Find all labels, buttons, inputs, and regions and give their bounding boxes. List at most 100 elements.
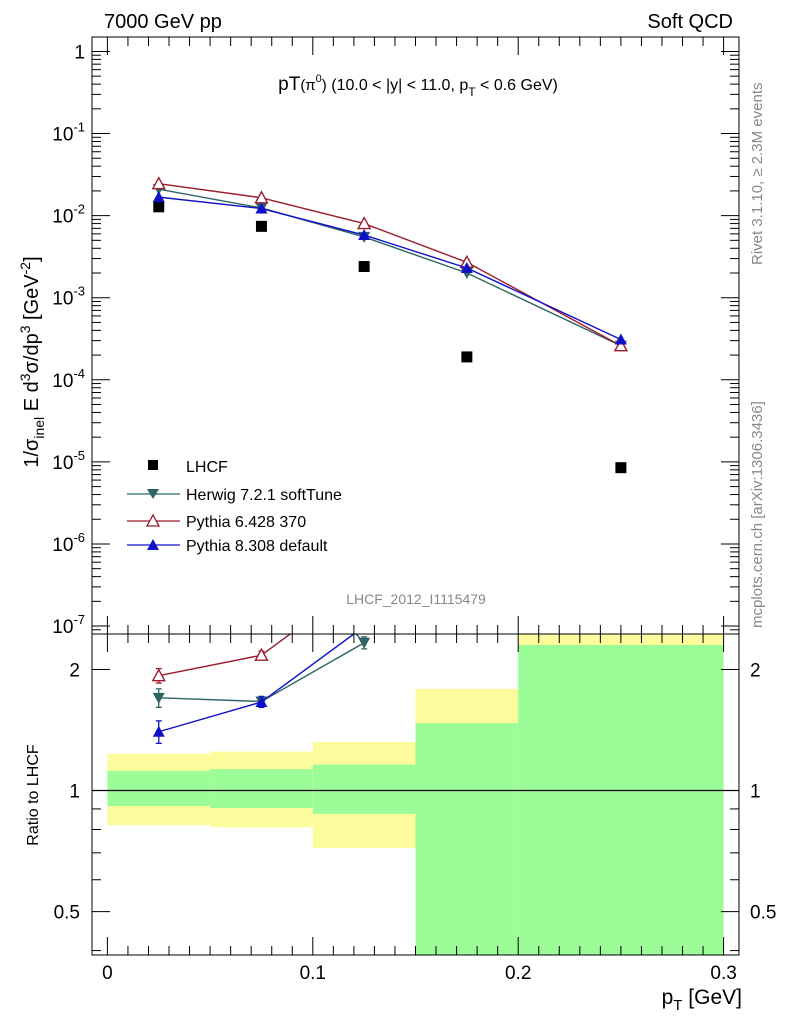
point-lhcf	[461, 351, 473, 363]
main-ytick-label: 10-2	[52, 202, 85, 228]
legend-lhcf-marker	[148, 460, 158, 470]
xlabel-unit: [GeV]	[682, 986, 742, 1009]
point-pythia-6-428-370	[356, 216, 372, 230]
band-green	[312, 764, 416, 814]
legend-pythia8-marker	[147, 539, 159, 550]
main-title: pT(π0) (10.0 < |y| < 11.0, pT < 0.6 GeV)	[278, 73, 558, 99]
main-title-particle: (π	[300, 77, 315, 94]
main-ytick-labels: 1 10-1 10-2 10-3 10-4 10-5 10-6 10-7	[52, 42, 85, 638]
xtick-label: 0.1	[300, 963, 326, 984]
ratio-point-herwig-7-2-1-softtune	[358, 637, 371, 649]
ylabel-p3: E d	[21, 381, 43, 417]
mcplots-label: mcplots.cern.ch [arXiv:1306.3436]	[749, 401, 766, 628]
main-ticks	[92, 37, 739, 635]
ratio-panel: 0.5 0.5 1 1 2 2 0 0.1 0.2 0.3 Ratio to LHCF pT [G…	[25, 633, 777, 1014]
point-pythia-6-428-370	[151, 176, 166, 190]
legend-entry-pythia8: Pythia 8.308 default	[127, 538, 328, 555]
point-lhcf	[255, 220, 267, 232]
main-ytick-label: 10-4	[52, 366, 85, 392]
main-ytick-label: 10-7	[52, 612, 85, 638]
ylabel-p9: ]	[21, 256, 43, 262]
ratio-line-pythia-8-308-default	[158, 633, 355, 733]
legend-herwig-label: Herwig 7.2.1 softTune	[186, 487, 342, 504]
xtick-label: 0.2	[505, 963, 531, 984]
main-title-particle-close: )	[322, 77, 327, 94]
band-green	[518, 645, 724, 955]
analysis-id: LHCF_2012_I1115479	[346, 591, 486, 607]
legend-herwig-marker	[147, 489, 159, 499]
legend-lhcf-label: LHCF	[186, 459, 228, 476]
main-ytick-label: 10-1	[52, 120, 85, 146]
xtick-label: 0.3	[710, 963, 736, 984]
series-line-herwig-7-2-1-softtune	[158, 188, 622, 347]
main-panel: pT(π0) (10.0 < |y| < 11.0, pT < 0.6 GeV)…	[17, 36, 740, 638]
legend-pythia6-marker	[145, 513, 161, 527]
band-green	[107, 770, 211, 807]
ylabel-p1: 1/σ	[21, 438, 43, 468]
main-ytick-label: 10-3	[52, 284, 85, 310]
main-title-main: pT	[278, 74, 301, 95]
main-ytick-label: 10-6	[52, 530, 85, 556]
point-pythia-8-308-default	[460, 262, 473, 274]
ratio-frame	[91, 633, 740, 956]
legend-pythia8-label: Pythia 8.308 default	[186, 538, 328, 555]
band-green	[415, 723, 519, 955]
ratio-ytick-label-left: 1	[69, 782, 80, 803]
ratio-point-pythia-8-308-default	[152, 725, 165, 737]
main-ytick-label: 10-5	[52, 448, 85, 474]
ylabel-p2: inel	[31, 417, 47, 439]
xlabel-main: p	[662, 986, 674, 1009]
legend-entry-lhcf: LHCF	[148, 459, 228, 476]
legend-entry-herwig: Herwig 7.2.1 softTune	[127, 487, 342, 504]
ratio-ytick-label-left: 0.5	[54, 903, 80, 924]
ylabel-p4: 3	[17, 373, 33, 381]
series-line-pythia-8-308-default	[158, 196, 622, 341]
xlabel-sub: T	[673, 997, 682, 1014]
main-title-cuts-b: < 0.6 GeV)	[476, 77, 558, 94]
point-pythia-8-308-default	[152, 191, 165, 203]
main-series	[151, 176, 629, 474]
point-pythia-8-308-default	[614, 333, 627, 345]
point-pythia-8-308-default	[255, 202, 268, 214]
ratio-ytick-label-left: 2	[69, 660, 80, 681]
header-right: Soft QCD	[647, 11, 733, 33]
ratio-point-pythia-6-428-370	[254, 647, 269, 661]
point-lhcf	[615, 462, 627, 474]
ylabel-p8: -2	[17, 262, 33, 275]
ratio-xlabel: pT [GeV]	[662, 986, 742, 1014]
legend: LHCF Herwig 7.2.1 softTune Pythia 6.428 …	[127, 459, 342, 555]
main-title-particle-sup: 0	[316, 73, 322, 85]
ylabel-p7: [GeV	[21, 274, 43, 326]
band-green	[210, 769, 313, 808]
main-ylabel: 1/σinel E d3σ/dp3 [GeV-2]	[17, 256, 47, 467]
ratio-ticks	[92, 634, 739, 955]
point-lhcf	[358, 260, 370, 272]
ratio-series	[151, 633, 371, 745]
ratio-ytick-label-right: 0.5	[750, 903, 776, 924]
xtick-label: 0	[102, 963, 113, 984]
ratio-line-pythia-6-428-370	[158, 633, 291, 677]
main-title-cuts-a: (10.0 < |y| < 11.0, p	[331, 77, 468, 94]
ylabel-p5: σ/dp	[21, 333, 43, 373]
legend-pythia6-label: Pythia 6.428 370	[186, 514, 306, 531]
ylabel-p6: 3	[17, 325, 33, 333]
ratio-point-pythia-6-428-370	[151, 668, 166, 682]
ratio-ylabel: Ratio to LHCF	[25, 744, 42, 846]
ratio-ytick-label-right: 1	[750, 782, 761, 803]
ratio-tick-labels: 0.5 0.5 1 1 2 2 0 0.1 0.2 0.3	[54, 660, 777, 984]
point-pythia-8-308-default	[358, 229, 371, 241]
series-line-pythia-6-428-370	[158, 182, 622, 347]
point-lhcf	[153, 201, 165, 213]
header-left: 7000 GeV pp	[104, 11, 222, 33]
main-title-cuts-sub: T	[468, 85, 476, 99]
ratio-ytick-label-right: 2	[750, 660, 761, 681]
rivet-label: Rivet 3.1.10, ≥ 2.3M events	[749, 83, 766, 266]
ratio-point-pythia-8-308-default	[255, 695, 268, 707]
ratio-bands	[92, 634, 739, 955]
legend-entry-pythia6: Pythia 6.428 370	[127, 513, 306, 531]
main-ytick-label: 1	[74, 42, 85, 63]
ratio-point-herwig-7-2-1-softtune	[152, 692, 165, 704]
point-pythia-6-428-370	[613, 338, 629, 352]
ratio-line-herwig-7-2-1-softtune	[158, 633, 366, 703]
